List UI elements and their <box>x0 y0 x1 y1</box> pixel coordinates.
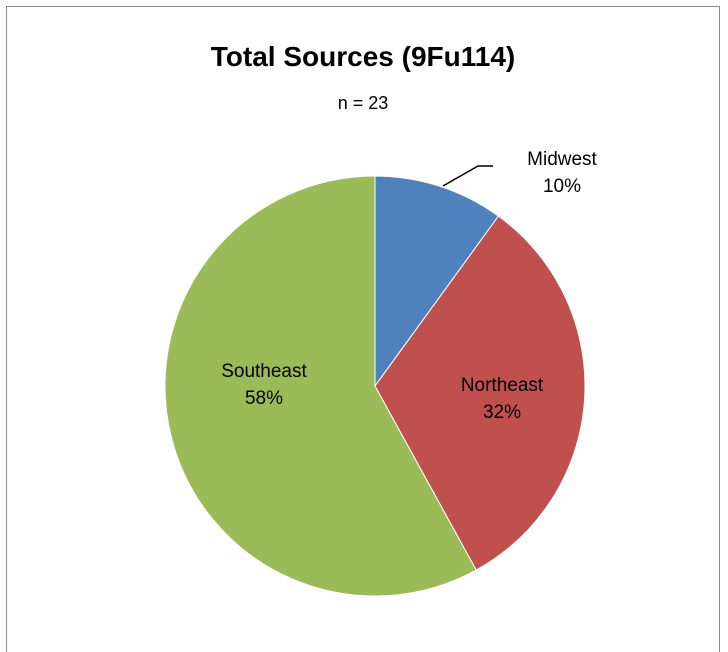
pie-slices <box>164 175 586 597</box>
slice-label-value-midwest: 10% <box>543 176 581 197</box>
slice-label-name-southeast: Southeast <box>221 361 307 382</box>
pie-slice-southeast <box>164 175 477 597</box>
pie-slice-midwest <box>374 175 500 388</box>
slice-label-value-northeast: 32% <box>483 402 521 423</box>
pie-slice-northeast <box>374 215 586 571</box>
chart-subtitle: n = 23 <box>337 93 389 113</box>
slice-label-name-northeast: Northeast <box>461 375 544 396</box>
chart-title: Total Sources (9Fu114) <box>210 41 516 72</box>
slice-label-name-midwest: Midwest <box>527 149 597 170</box>
slice-label-value-southeast: 58% <box>245 388 283 409</box>
slice-labels: Midwest 10% Northeast 32% Southeast 58% <box>221 149 597 423</box>
leader-line-midwest <box>442 165 493 187</box>
leader-lines <box>442 165 493 187</box>
